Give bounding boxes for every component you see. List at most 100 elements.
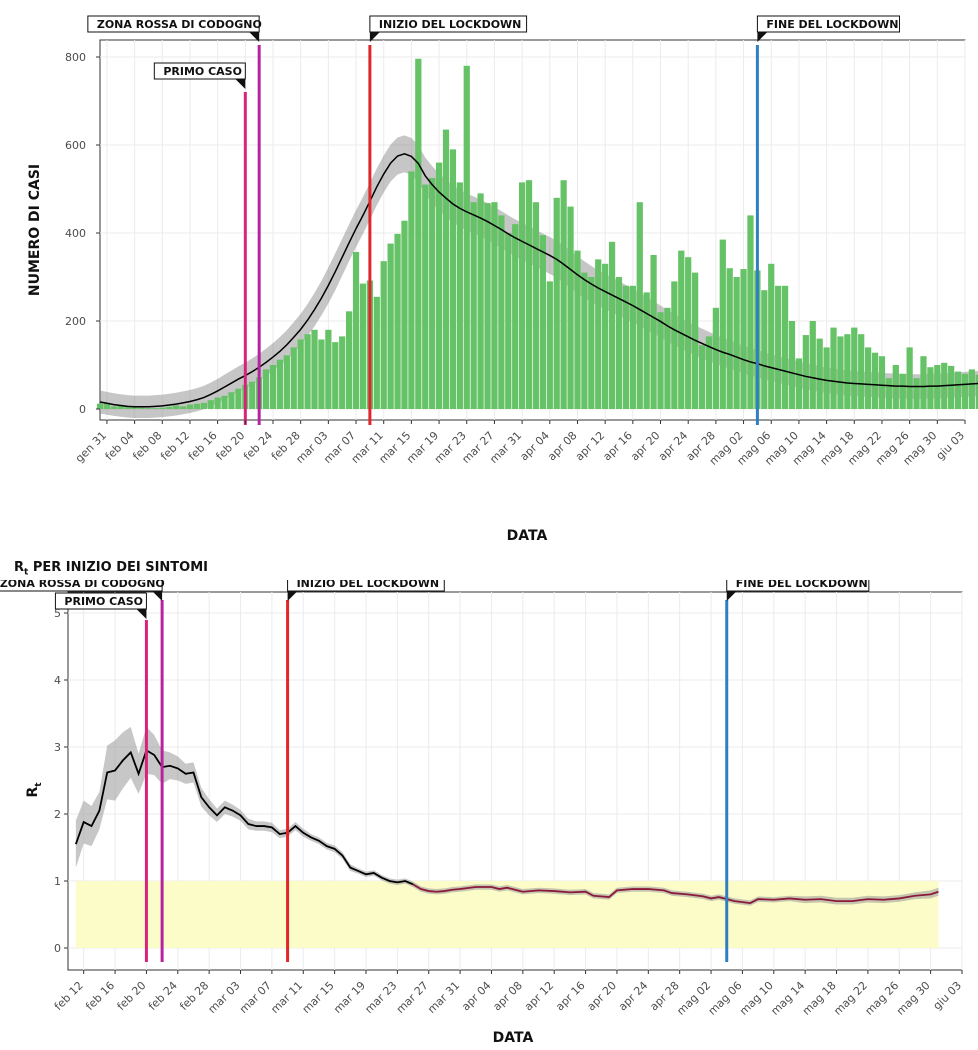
rt-line — [74, 749, 939, 905]
cases-bar — [781, 285, 789, 409]
rt-y-axis-sub: t — [34, 782, 44, 787]
cases-bar — [664, 307, 671, 409]
cases-bar — [795, 358, 803, 409]
cases-bar — [512, 224, 519, 409]
cases-bar — [602, 263, 609, 409]
cases-bar — [837, 336, 844, 409]
cases-bar — [173, 405, 180, 409]
cases-bar — [809, 321, 816, 409]
cases-bar — [899, 373, 906, 409]
cases-bar — [615, 277, 623, 409]
rt-y-axis-main: R — [25, 787, 41, 798]
cases-y-axis-title: NUMERO DI CASI — [27, 164, 43, 296]
rt-x-tick-label: mag 26 — [863, 979, 902, 1018]
rt-y-tick-label: 0 — [54, 942, 61, 955]
cases-bar — [560, 180, 567, 409]
cases-bar — [878, 356, 886, 409]
cases-bar — [775, 285, 782, 409]
cases-bar — [581, 272, 588, 409]
cases-bar — [712, 307, 719, 409]
cases-bar — [456, 182, 463, 409]
cases-bar — [927, 367, 934, 409]
cases-bar — [352, 251, 360, 409]
cases-events: PRIMO CASO ZONA ROSSA DI CODOGNO INIZIO DE… — [87, 15, 901, 425]
cases-bar — [394, 233, 401, 409]
cases-event-label-2: INIZIO DEL LOCKDOWN — [379, 18, 522, 31]
cases-bar — [422, 184, 429, 409]
cases-bar — [477, 193, 484, 409]
cases-bar — [650, 255, 657, 409]
rt-x-tick-label: apr 24 — [616, 979, 650, 1013]
cases-bar — [429, 178, 436, 409]
cases-event-pointer-1 — [249, 32, 260, 42]
cases-event-box-2 — [369, 15, 528, 33]
cases-bar — [816, 338, 823, 409]
cases-bar — [871, 352, 879, 409]
cases-x-axis-title: DATA — [507, 528, 548, 544]
cases-bar — [519, 182, 526, 409]
rt-event-label-0: PRIMO CASO — [64, 595, 143, 608]
cases-bar — [145, 408, 152, 409]
cases-bar — [491, 202, 498, 409]
cases-bar — [747, 215, 754, 409]
cases-bar — [221, 395, 228, 409]
cases-bar — [539, 235, 546, 409]
rt-event-label-1: ZONA ROSSA DI CODOGNO — [0, 580, 165, 590]
cases-bar — [325, 329, 332, 409]
cases-event-box-3 — [756, 15, 901, 33]
rt-x-tick-label: apr 12 — [522, 979, 556, 1013]
rt-x-tick-label: apr 16 — [553, 979, 587, 1013]
cases-mean-line — [99, 153, 978, 408]
cases-bar — [269, 365, 277, 409]
rt-x-tick-label: apr 04 — [459, 979, 493, 1013]
rt-event-label-3: FINE DEL LOCKDOWN — [736, 580, 868, 590]
cases-bar — [152, 408, 159, 409]
cases-bar — [442, 129, 450, 409]
cases-bar — [200, 402, 207, 409]
cases-bar — [235, 388, 242, 409]
cases-bar — [698, 345, 706, 409]
cases-x-tick-label: feb 24 — [241, 429, 275, 463]
rt-x-tick-label: mar 23 — [362, 979, 399, 1016]
cases-bar — [283, 355, 290, 409]
cases-y-tick-label: 600 — [65, 139, 86, 152]
cases-y-tick-label: 0 — [79, 403, 86, 416]
cases-bar — [906, 347, 913, 409]
rt-chart-title: Rt PER INIZIO DEI SINTOMI — [14, 560, 208, 578]
rt-x-tick-label: mag 10 — [737, 979, 776, 1018]
cases-bar — [290, 347, 297, 409]
rt-line-segment — [74, 749, 414, 886]
cases-bar — [228, 392, 235, 409]
cases-bar — [186, 404, 194, 409]
rt-line-segment — [412, 883, 939, 905]
rt-x-tick-label: giu 03 — [931, 979, 965, 1013]
cases-bar — [865, 347, 872, 409]
cases-event-pointer-2 — [369, 32, 380, 42]
rt-event-pointer-3 — [726, 591, 737, 601]
cases-bar — [159, 407, 166, 409]
cases-x-tick-label: feb 12 — [158, 429, 192, 463]
cases-bar — [733, 277, 740, 409]
rt-y-tick-label: 3 — [54, 741, 61, 754]
cases-bar — [193, 403, 200, 409]
cases-bar — [588, 277, 595, 409]
cases-bar — [110, 406, 117, 409]
cases-bar — [629, 285, 636, 409]
rt-y-tick-label: 1 — [54, 875, 61, 888]
cases-bar — [498, 215, 505, 409]
cases-bar — [373, 296, 380, 409]
cases-bar — [726, 268, 733, 409]
cases-bar — [262, 369, 270, 409]
rt-x-tick-label: mag 30 — [894, 979, 933, 1018]
cases-y-tick-label: 800 — [65, 51, 86, 64]
rt-x-tick-label: mar 15 — [300, 979, 337, 1016]
rt-x-tick-label: feb 24 — [146, 979, 180, 1013]
rt-y-tick-label: 2 — [54, 808, 61, 821]
cases-bar — [788, 321, 796, 409]
cases-bar — [401, 220, 408, 409]
cases-bar — [636, 202, 643, 409]
cases-bar — [346, 311, 353, 409]
cases-x-tick-label: feb 04 — [103, 429, 137, 463]
cases-bar — [761, 290, 768, 409]
cases-bar — [622, 285, 630, 409]
